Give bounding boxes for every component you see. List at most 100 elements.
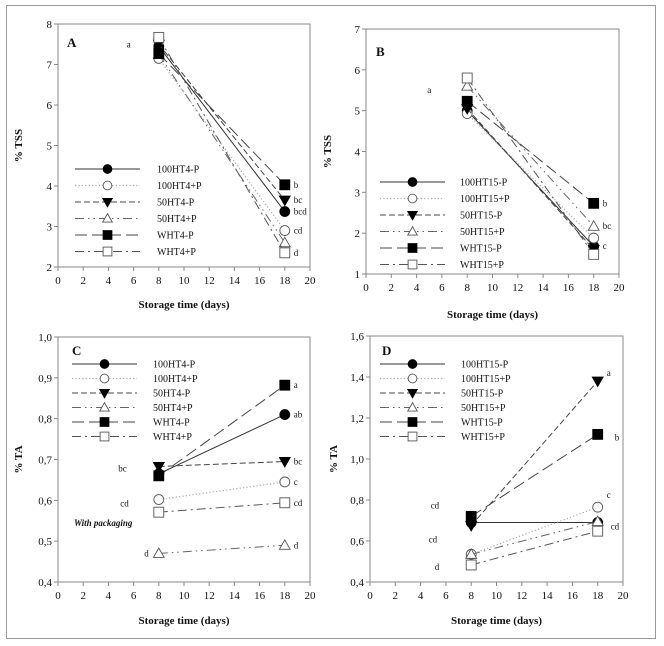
- legend-marker: [101, 212, 114, 223]
- y-tick-label: 1,0: [350, 454, 364, 466]
- data-point-marker: [591, 376, 604, 388]
- x-tick-label: 2: [393, 590, 399, 602]
- y-tick-label: 8: [47, 19, 53, 31]
- data-point-marker: [153, 48, 165, 59]
- legend-label: WHT15-P: [460, 244, 502, 255]
- data-point-marker: [153, 506, 165, 518]
- series-50HT4+P: dd: [144, 538, 299, 558]
- legend-marker: [98, 388, 111, 399]
- x-tick-label: 18: [592, 590, 604, 602]
- data-point-marker: [279, 225, 291, 236]
- annotation-text: With packaging: [74, 518, 133, 528]
- legend-B: 100HT15-P 100HT15+P 50HT15-P 50HT15+P WHT15-…: [380, 177, 510, 271]
- series-WHT4+P: cd: [153, 497, 303, 518]
- x-tick-label: 16: [254, 275, 266, 287]
- x-tick-label: 14: [229, 275, 241, 287]
- data-point-marker: [465, 548, 478, 559]
- x-tick-label: 6: [131, 275, 137, 287]
- x-tick-label: 16: [563, 282, 575, 294]
- series-100HT15+P: [461, 108, 600, 244]
- series-line: [466, 85, 595, 227]
- x-tick-label: 10: [491, 590, 503, 602]
- x-axis-title: Storage time (days): [138, 615, 229, 627]
- y-axis-title: % TSS: [13, 129, 25, 162]
- data-point-marker: [152, 547, 165, 558]
- y-tick-label: 3: [47, 222, 53, 234]
- legend-label: 100HT15+P: [461, 374, 511, 385]
- significance-label: cd: [429, 534, 438, 544]
- significance-label: cd: [431, 500, 440, 510]
- x-tick-label: 6: [439, 282, 445, 294]
- y-tick-label: 0,4: [350, 577, 364, 589]
- x-tick-label: 2: [80, 590, 86, 602]
- data-point-marker: [592, 501, 604, 513]
- y-tick-label: 0,8: [350, 495, 364, 507]
- data-point-marker: [279, 476, 291, 488]
- significance-label: cd: [611, 522, 620, 532]
- data-point-marker: [592, 525, 604, 537]
- y-tick-label: 0,6: [38, 495, 52, 507]
- series-line: [470, 433, 598, 517]
- x-tick-label: 20: [305, 590, 317, 602]
- panel-label: A: [67, 35, 77, 50]
- significance-label: d: [435, 562, 440, 572]
- series-line: [158, 37, 286, 254]
- data-point-marker: [279, 247, 291, 259]
- legend-D: 100HT15-P 100HT15+P 50HT15-P 50HT15+P WHT15-…: [380, 359, 511, 443]
- series-line: [158, 544, 285, 554]
- x-tick-label: 12: [516, 590, 527, 602]
- y-tick-label: 0,9: [38, 373, 52, 385]
- legend-label: 50HT4+P: [153, 403, 193, 414]
- series-line: [158, 54, 286, 243]
- legend-marker: [99, 417, 110, 427]
- series-line: [471, 530, 598, 566]
- y-tick-label: 6: [47, 100, 53, 112]
- y-tick-label: 0,6: [350, 536, 364, 548]
- x-tick-label: 10: [487, 282, 499, 294]
- data-point-marker: [465, 511, 477, 522]
- y-tick-label: 2: [355, 228, 361, 240]
- y-tick-label: 7: [47, 60, 53, 72]
- x-tick-label: 0: [55, 275, 61, 287]
- legend-label: WHT15+P: [460, 260, 504, 271]
- legend-marker: [101, 197, 114, 208]
- x-tick-label: 6: [131, 590, 137, 602]
- legend-marker: [102, 230, 113, 240]
- series-50HT15-P: a: [465, 368, 611, 532]
- panel-D: 0 2 4 6 8 10 12 14 16 18 20 0,4 0,6 0,8 1,0 1,2 1,4 1,6 St…: [328, 331, 629, 627]
- legend-marker: [407, 177, 418, 187]
- significance-label: d: [294, 540, 299, 550]
- y-tick-label: 4: [355, 147, 361, 159]
- legend-marker: [99, 431, 110, 442]
- data-point-marker: [591, 515, 604, 527]
- significance-label: bc: [294, 195, 303, 205]
- y-axis-title: % TA: [328, 445, 340, 473]
- significance-label: bc: [294, 457, 303, 467]
- legend-label: WHT4-P: [153, 418, 190, 429]
- data-point-marker: [153, 31, 165, 43]
- x-tick-label: 14: [538, 282, 550, 294]
- legend-marker: [406, 225, 419, 236]
- legend-label: WHT4+P: [153, 432, 192, 443]
- x-tick-label: 4: [106, 590, 112, 602]
- data-point-marker: [278, 457, 291, 468]
- legend-marker: [102, 180, 113, 191]
- data-point-marker: [588, 248, 600, 260]
- x-tick-label: 4: [106, 275, 112, 287]
- significance-label: cd: [120, 499, 129, 509]
- data-point-marker: [465, 559, 477, 571]
- significance-label: a: [294, 380, 298, 390]
- legend-label: WHT15+P: [461, 432, 505, 443]
- legend-label: WHT15-P: [461, 418, 503, 429]
- series-WHT4-P: b: [153, 48, 299, 191]
- data-point-marker: [592, 429, 604, 440]
- series-100HT15+P: c: [465, 490, 611, 560]
- x-tick-label: 2: [80, 275, 86, 287]
- series-line: [466, 113, 595, 239]
- legend-marker: [406, 210, 419, 221]
- series-WHT15+P: d: [435, 525, 604, 572]
- x-tick-label: 18: [588, 282, 600, 294]
